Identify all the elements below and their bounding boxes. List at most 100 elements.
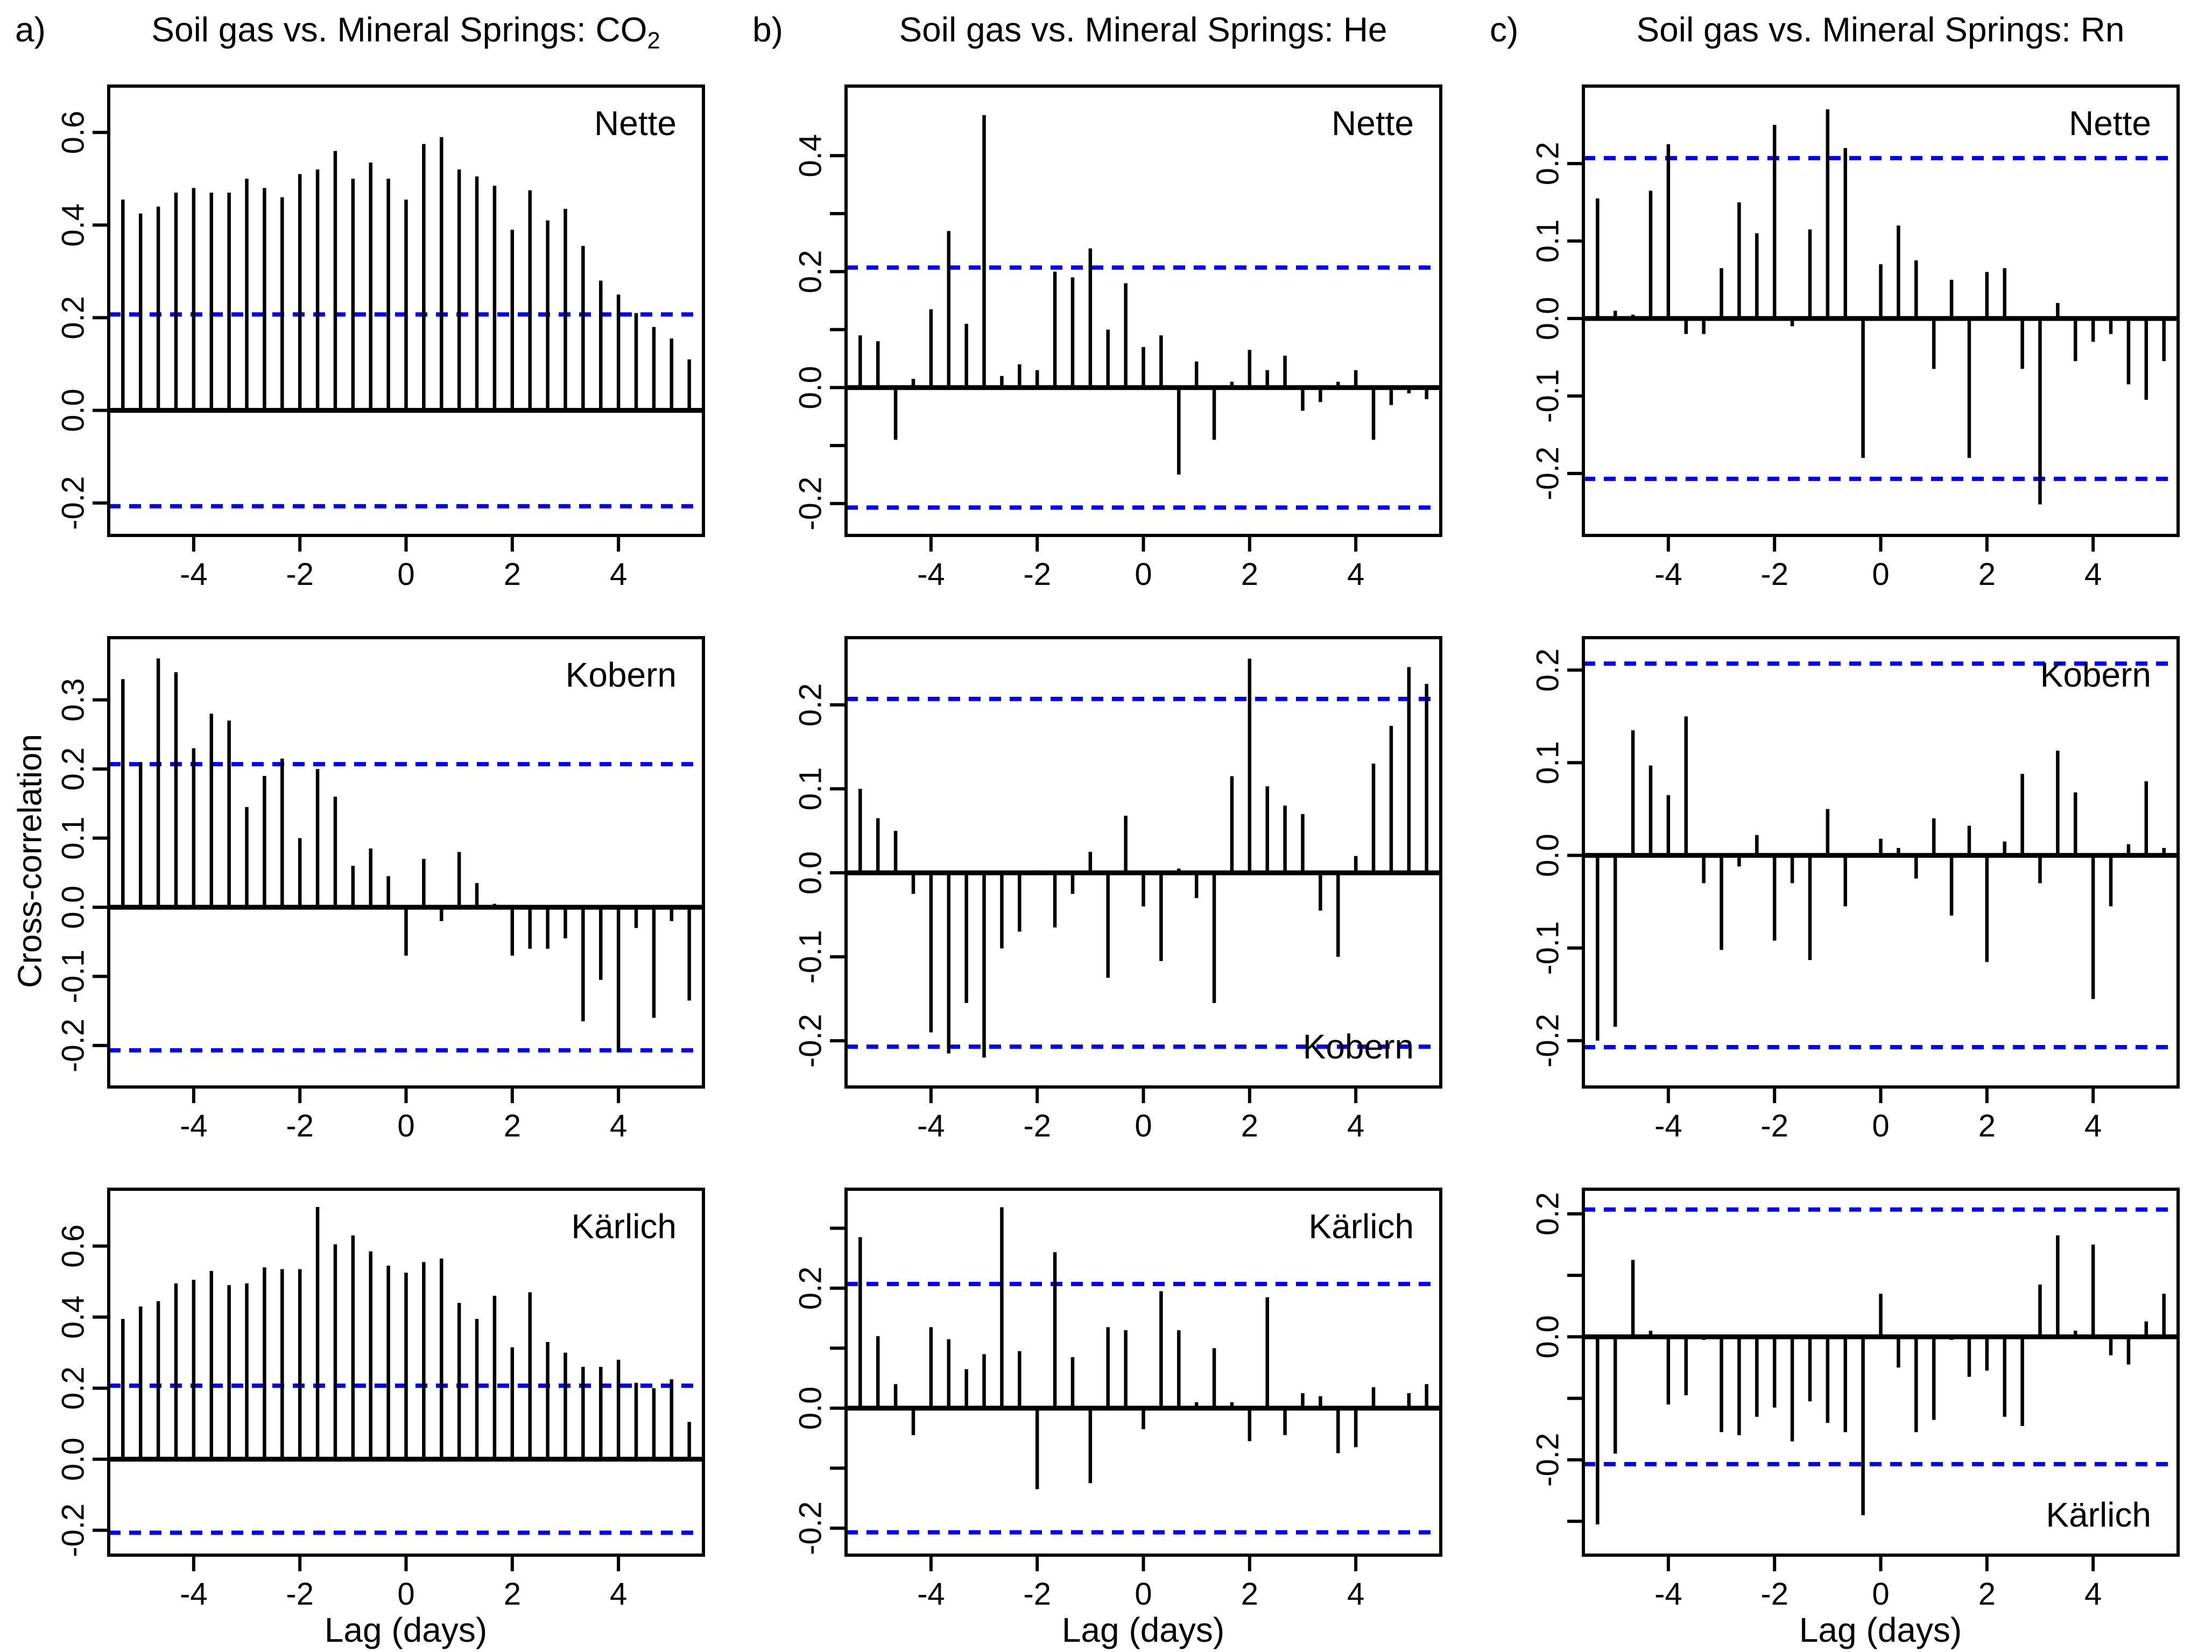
x-tick-label: -2 [1760,1109,1788,1143]
y-tick-label: 0.2 [793,683,828,727]
x-tick-label: 2 [504,1577,521,1612]
station-label-kaerlich-co2: Kärlich [571,1207,677,1246]
y-tick-label: 0.1 [1530,741,1565,785]
y-tick-label: -0.2 [55,1019,90,1072]
y-tick-label: -0.2 [55,476,90,530]
x-tick-label: -2 [286,1109,314,1143]
x-tick-label: -2 [1760,1577,1788,1612]
panel-frame [107,636,705,1089]
y-tick-label: 0.0 [793,1387,828,1430]
y-tick-label: 0.2 [793,1267,828,1310]
x-tick-label: 2 [504,1109,521,1143]
x-tick-label: 4 [1347,1109,1364,1143]
y-axis-title: Cross-correlation [11,733,49,989]
x-tick-label: 0 [1135,1109,1152,1143]
x-tick-label: -2 [286,1577,314,1612]
y-tick-label: -0.2 [1530,1433,1565,1487]
station-label-kobern-co2: Kobern [565,655,677,694]
y-tick-label: -0.2 [55,1503,90,1557]
x-tick-label: -4 [1654,1109,1682,1143]
y-tick-label: 0.2 [1530,1192,1565,1236]
x-axis-title-col-a: Lag (days) [324,1611,488,1649]
y-tick-label: 0.2 [55,747,90,791]
y-tick-label: 0.4 [793,134,828,178]
y-tick-label: 0.2 [55,296,90,340]
station-label-kobern-he: Kobern [1302,1027,1414,1066]
y-tick-label: 0.4 [55,203,90,247]
x-tick-label: 0 [1872,1577,1889,1612]
x-tick-label: 2 [1978,557,1996,592]
y-tick-label: -0.2 [793,477,828,531]
y-tick-label: -0.1 [793,930,828,984]
y-tick-label: 0.0 [1530,1315,1565,1359]
x-tick-label: -4 [180,1109,208,1143]
y-tick-label: 0.2 [1530,142,1565,186]
station-label-kaerlich-rn: Kärlich [2046,1495,2151,1534]
y-tick-label: -0.1 [55,949,90,1003]
y-tick-label: 0.2 [793,250,828,293]
station-label-nette-co2: Nette [594,104,677,143]
y-tick-label: -0.2 [1530,447,1565,500]
x-tick-label: 2 [1241,1109,1258,1143]
x-tick-label: -2 [1023,1109,1051,1143]
y-tick-label: 0.0 [55,1437,90,1481]
panel-letter-b: b) [752,10,783,49]
column-title-he: Soil gas vs. Mineral Springs: He [899,10,1387,54]
y-tick-label: 0.0 [1530,834,1565,877]
y-tick-label: 0.0 [55,886,90,929]
x-tick-label: 0 [1872,557,1889,592]
y-tick-label: 0.0 [55,389,90,432]
x-tick-label: -4 [180,557,208,592]
x-tick-label: 4 [2084,1577,2102,1612]
y-tick-label: 0.0 [793,851,828,895]
x-tick-label: 0 [397,1109,414,1143]
y-tick-label: 0.1 [55,816,90,860]
column-title-co2-text: Soil gas vs. Mineral Springs: CO [151,10,647,49]
x-tick-label: 0 [397,1577,414,1612]
x-tick-label: 4 [1347,1577,1364,1612]
column-title-rn-text: Soil gas vs. Mineral Springs: Rn [1636,10,2125,49]
x-tick-label: 0 [1135,557,1152,592]
column-title-co2: Soil gas vs. Mineral Springs: CO2 [151,10,660,54]
station-label-kobern-rn: Kobern [2040,655,2151,694]
y-tick-label: 0.0 [793,366,828,410]
station-label-kaerlich-he: Kärlich [1308,1207,1414,1246]
co2-subscript: 2 [647,28,660,54]
x-tick-label: -2 [1023,1577,1051,1612]
panel-frame [844,636,1442,1089]
y-tick-label: 0.6 [55,1224,90,1268]
x-tick-label: -4 [917,557,945,592]
panel-letter-c: c) [1490,10,1519,49]
y-tick-label: 0.0 [1530,297,1565,341]
x-tick-label: 2 [1241,557,1258,592]
x-tick-label: 2 [1978,1109,1996,1143]
x-tick-label: 4 [1347,557,1364,592]
column-title-rn: Soil gas vs. Mineral Springs: Rn [1636,10,2124,54]
x-tick-label: -4 [917,1577,945,1612]
station-label-nette-he: Nette [1332,104,1414,143]
x-tick-label: 0 [397,557,414,592]
x-tick-label: 0 [1872,1109,1889,1143]
panel-frame [1582,636,2180,1089]
y-tick-label: -0.1 [1530,921,1565,975]
y-tick-label: 0.1 [793,767,828,811]
x-tick-label: -4 [917,1109,945,1143]
x-tick-label: -4 [180,1577,208,1612]
x-tick-label: 4 [2084,1109,2102,1143]
x-tick-label: -4 [1654,1577,1682,1612]
y-tick-label: -0.2 [793,1014,828,1068]
x-tick-label: -2 [1760,557,1788,592]
y-tick-label: 0.6 [55,111,90,154]
y-tick-label: 0.1 [1530,220,1565,263]
x-tick-label: -4 [1654,557,1682,592]
panel-frame [844,84,1442,537]
x-tick-label: -2 [286,557,314,592]
x-tick-label: 0 [1135,1577,1152,1612]
y-tick-label: -0.2 [1530,1014,1565,1068]
y-tick-label: -0.2 [793,1501,828,1555]
column-title-he-text: Soil gas vs. Mineral Springs: He [899,10,1387,49]
x-tick-label: -2 [1023,557,1051,592]
y-tick-label: -0.1 [1530,369,1565,423]
